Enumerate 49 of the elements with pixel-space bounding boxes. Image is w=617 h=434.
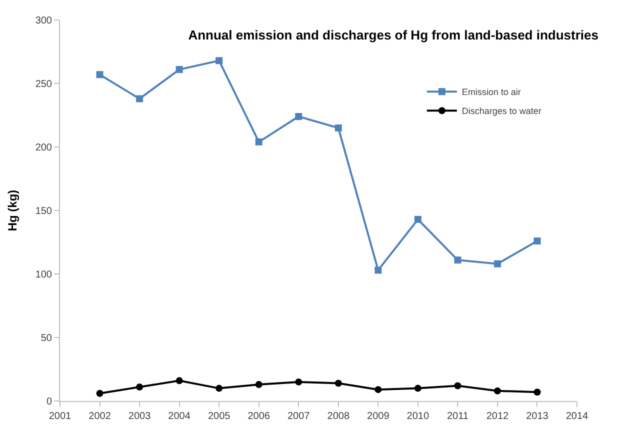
x-tick-label: 2012 <box>486 411 510 422</box>
point <box>494 260 501 268</box>
point <box>176 66 183 74</box>
legend-label: Discharges to water <box>462 106 542 116</box>
point <box>255 380 262 388</box>
point <box>374 266 382 274</box>
point <box>96 390 104 397</box>
y-tick-label: 300 <box>35 16 52 26</box>
point <box>454 382 462 390</box>
point <box>136 95 144 102</box>
x-tick-label: 2013 <box>526 411 549 422</box>
point <box>494 387 501 394</box>
point <box>534 388 541 396</box>
x-tick-label: 2009 <box>367 411 390 422</box>
point <box>454 256 462 264</box>
x-tick-label: 2004 <box>168 411 191 422</box>
x-tick-label: 2003 <box>128 411 152 422</box>
point <box>534 237 541 244</box>
text: Annual emission and discharges of Hg from land-based industries <box>188 27 598 42</box>
point <box>334 124 342 132</box>
y-axis-title: Hg (kg) <box>6 190 20 232</box>
point <box>176 377 183 384</box>
y-tick-label: 250 <box>35 79 52 90</box>
point <box>295 378 302 386</box>
point <box>216 57 223 64</box>
x-tick-label: 2002 <box>88 411 112 422</box>
point <box>414 384 422 392</box>
point <box>216 384 223 392</box>
point <box>136 384 144 391</box>
x-tick-label: 2007 <box>287 411 310 422</box>
x-tick-label: 2006 <box>248 411 270 422</box>
y-tick-label: 100 <box>35 270 52 280</box>
y-tick-label: 200 <box>35 142 52 154</box>
x-tick-label: 2011 <box>446 411 469 422</box>
y-tick-label: 150 <box>35 206 52 217</box>
x-tick-label: 2008 <box>327 411 350 422</box>
point <box>96 71 104 78</box>
legend-label: Emission to air <box>462 87 521 98</box>
x-tick-label: 2014 <box>566 411 589 422</box>
y-tick-label: 0 <box>46 396 52 408</box>
x-tick-label: 2001 <box>48 411 72 422</box>
x-tick-label: 2010 <box>406 411 430 422</box>
x-tick-label: 2005 <box>208 411 231 422</box>
point <box>334 380 342 387</box>
point <box>295 113 302 120</box>
point <box>374 386 382 394</box>
y-tick-label: 50 <box>40 333 52 344</box>
point <box>414 216 422 223</box>
point <box>255 138 262 146</box>
